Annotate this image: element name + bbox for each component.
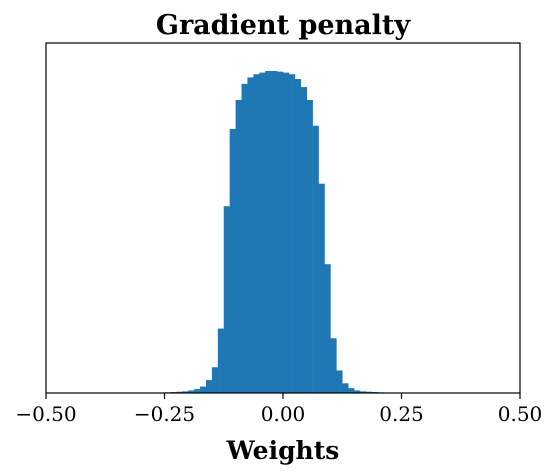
histogram-bar xyxy=(235,99,242,393)
histogram-bar xyxy=(217,328,225,393)
histogram-bar xyxy=(253,74,260,393)
histogram-bar xyxy=(188,390,195,393)
histogram-bar xyxy=(312,125,319,394)
histogram-bar xyxy=(200,386,207,393)
histogram-bar xyxy=(324,264,331,393)
x-tick-label: 0.25 xyxy=(379,402,424,426)
histogram-bar xyxy=(194,389,201,393)
histogram-bar xyxy=(182,391,189,393)
x-axis-label: Weights xyxy=(226,436,340,465)
histogram-bar xyxy=(277,71,284,393)
histogram-bar xyxy=(265,71,272,393)
chart-title: Gradient penalty xyxy=(156,10,412,41)
histogram-bar xyxy=(247,77,254,393)
histogram-bar xyxy=(336,370,343,393)
histogram-bar xyxy=(365,391,373,393)
histogram-bar xyxy=(283,72,290,394)
histogram-bar xyxy=(318,183,325,393)
x-tick-label: 0.50 xyxy=(498,402,543,426)
x-axis-ticks: −0.50 −0.25 0.00 0.25 0.50 xyxy=(15,393,542,426)
histogram-bar xyxy=(211,367,219,393)
histogram-bar xyxy=(259,72,266,394)
x-tick-label: 0.00 xyxy=(261,402,306,426)
x-tick-label: −0.50 xyxy=(15,402,76,426)
histogram-bar xyxy=(354,390,361,393)
histogram-bars xyxy=(164,71,385,394)
histogram-bar xyxy=(342,383,349,393)
histogram-bar xyxy=(229,128,236,393)
histogram-bar xyxy=(306,99,313,393)
histogram-bar xyxy=(176,391,183,393)
histogram-bar xyxy=(271,71,278,393)
histogram-bar xyxy=(330,338,337,393)
x-tick-label: −0.25 xyxy=(134,402,195,426)
histogram-bar xyxy=(223,206,230,393)
histogram-bar xyxy=(300,87,307,393)
histogram-bar xyxy=(241,83,248,393)
histogram-bar xyxy=(205,380,213,393)
histogram-bar xyxy=(348,388,355,393)
histogram-bar xyxy=(294,79,302,394)
histogram-bar xyxy=(360,391,367,393)
histogram-bar xyxy=(288,74,296,393)
